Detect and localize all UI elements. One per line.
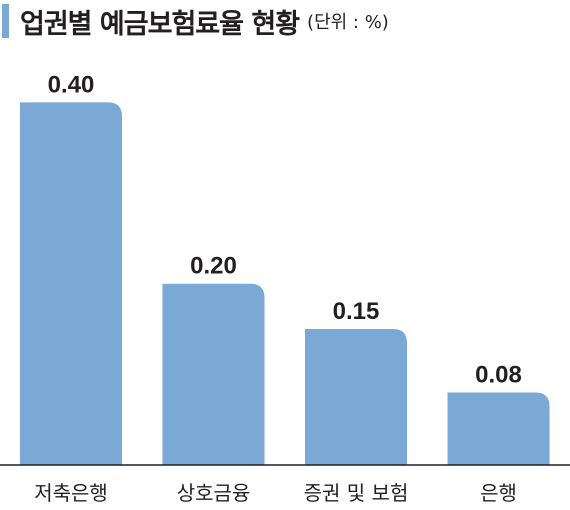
bar-4	[447, 392, 550, 465]
chart-header: 업권별 예금보험료율 현황 (단위 : %)	[2, 4, 389, 40]
category-label-4: 은행	[480, 481, 517, 505]
value-label-1: 0.40	[48, 71, 95, 98]
bar-3	[305, 329, 407, 465]
value-label-3: 0.15	[333, 298, 380, 325]
bar-1	[20, 102, 122, 466]
bar-2	[162, 283, 265, 465]
chart-unit: (단위 : %)	[307, 12, 389, 33]
category-label-3: 증권 및 보험	[304, 481, 409, 505]
chart-title: 업권별 예금보험료율 현황	[20, 8, 300, 40]
value-label-4: 0.08	[475, 361, 522, 388]
value-label-2: 0.20	[190, 253, 237, 280]
category-label-2: 상호금융	[177, 481, 251, 505]
title-accent-bar	[2, 4, 9, 38]
category-label-1: 저축은행	[34, 481, 108, 505]
